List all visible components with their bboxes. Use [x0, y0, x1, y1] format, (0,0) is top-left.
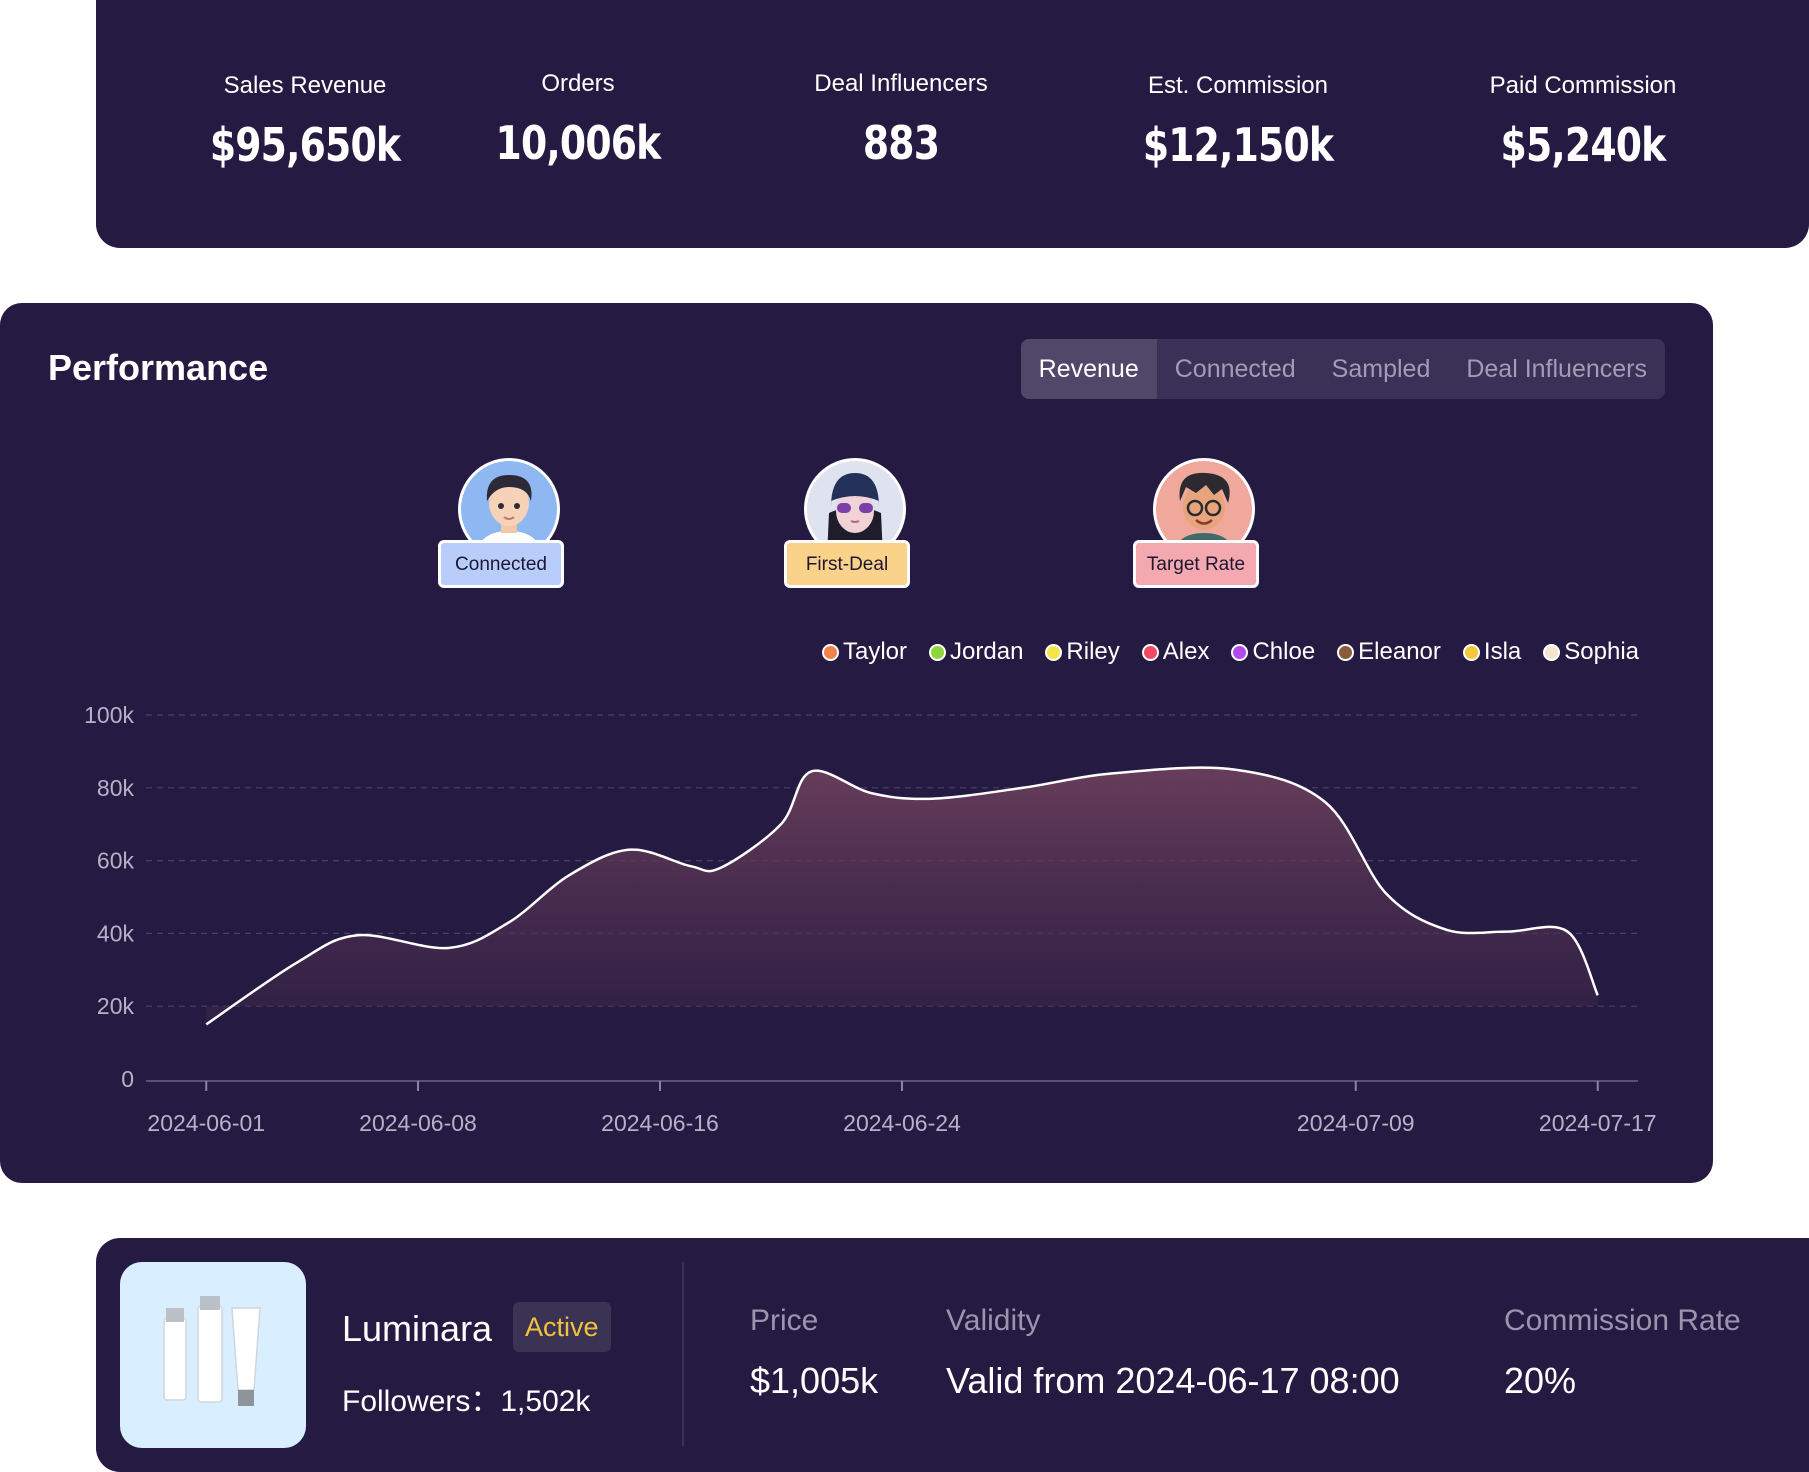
legend-item-sophia[interactable]: Sophia	[1543, 638, 1639, 666]
legend-item-jordan[interactable]: Jordan	[929, 638, 1023, 666]
legend-label: Eleanor	[1358, 638, 1441, 665]
milestone-first-deal: First-Deal	[784, 458, 924, 588]
product-followers: Followers：1,502k	[342, 1385, 591, 1418]
x-tick-label: 2024-06-08	[359, 1110, 477, 1136]
stat-value: $95,650k	[209, 118, 401, 172]
legend-item-isla[interactable]: Isla	[1462, 638, 1522, 666]
stat-label: Deal Influencers	[814, 70, 988, 97]
field-value: 20%	[1504, 1360, 1577, 1401]
tab-sampled[interactable]: Sampled	[1331, 355, 1431, 383]
stat-deal-influencers: Deal Influencers 883	[751, 70, 1051, 170]
field-validity: Validity Valid from 2024-06-17 08:00	[946, 1304, 1400, 1402]
milestone-tag: First-Deal	[784, 540, 910, 588]
y-tick-label: 80k	[97, 775, 135, 801]
tab-deal-influencers[interactable]: Deal Influencers	[1466, 355, 1647, 383]
field-value: Valid from 2024-06-17 08:00	[946, 1360, 1400, 1401]
stat-label: Orders	[541, 70, 615, 97]
revenue-line	[205, 766, 1599, 1026]
metric-tabs: Revenue Connected Sampled Deal Influence…	[1020, 339, 1665, 399]
stat-value: 883	[862, 116, 940, 170]
summary-stats-card: Sales Revenue $95,650k Orders 10,006k De…	[96, 0, 1809, 248]
legend-item-eleanor[interactable]: Eleanor	[1337, 638, 1441, 666]
legend-dot	[1231, 643, 1249, 661]
status-badge: Active	[513, 1302, 611, 1352]
legend-label: Riley	[1066, 638, 1120, 665]
y-tick-label: 100k	[84, 702, 134, 728]
legend-item-riley[interactable]: Riley	[1045, 638, 1120, 666]
tab-revenue[interactable]: Revenue	[1020, 339, 1157, 399]
chart-x-axis: 2024-06-01 2024-06-08 2024-06-16 2024-06-24…	[147, 1081, 1657, 1136]
legend-dot	[1141, 643, 1159, 661]
x-tick-label: 2024-07-17	[1539, 1110, 1657, 1136]
stat-label: Paid Commission	[1489, 72, 1677, 99]
y-tick-label: 40k	[97, 920, 135, 946]
divider	[682, 1262, 684, 1446]
stat-paid-commission: Paid Commission $5,240k	[1433, 72, 1733, 172]
field-label: Price	[750, 1304, 819, 1337]
product-image	[120, 1262, 306, 1448]
performance-title: Performance	[48, 347, 269, 388]
legend-item-chloe[interactable]: Chloe	[1231, 638, 1315, 666]
chart-y-axis: 0 20k 40k 60k 80k 100k	[84, 702, 134, 1092]
stat-value: $5,240k	[1500, 118, 1667, 172]
legend-item-taylor[interactable]: Taylor	[822, 638, 907, 666]
x-tick-label: 2024-06-01	[147, 1110, 265, 1136]
field-label: Validity	[946, 1304, 1041, 1337]
stat-sales-revenue: Sales Revenue $95,650k	[155, 72, 455, 172]
stat-est-commission: Est. Commission $12,150k	[1088, 72, 1388, 172]
legend-dot	[1045, 643, 1063, 661]
legend-dot	[1543, 643, 1561, 661]
y-tick-label: 20k	[97, 993, 135, 1019]
product-card: Luminara Active Followers：1,502k Price $…	[96, 1238, 1809, 1472]
legend-dot	[1462, 643, 1480, 661]
tab-connected[interactable]: Connected	[1174, 355, 1296, 383]
product-name: Luminara	[342, 1308, 493, 1349]
legend-label: Isla	[1483, 638, 1522, 665]
milestone-tag: Target Rate	[1133, 540, 1259, 588]
revenue-area	[206, 767, 1598, 1025]
field-label: Commission Rate	[1504, 1304, 1741, 1337]
milestone-target-rate: Target Rate	[1133, 458, 1273, 588]
stat-value: 10,006k	[495, 116, 662, 170]
x-tick-label: 2024-07-09	[1297, 1110, 1415, 1136]
legend-label: Alex	[1162, 638, 1210, 665]
legend-label: Sophia	[1564, 638, 1639, 665]
legend-label: Taylor	[843, 638, 908, 665]
chart-legend: Taylor Jordan Riley Alex Chloe Eleanor I…	[822, 638, 1639, 666]
stat-value: $12,150k	[1142, 118, 1334, 172]
field-value: $1,005k	[750, 1360, 879, 1401]
stat-orders: Orders 10,006k	[428, 70, 728, 170]
legend-dot	[1337, 643, 1355, 661]
y-tick-label: 60k	[97, 848, 135, 874]
stat-label: Est. Commission	[1147, 72, 1329, 99]
stat-label: Sales Revenue	[223, 72, 387, 99]
milestone-tag: Connected	[438, 540, 564, 588]
field-commission-rate: Commission Rate 20%	[1504, 1304, 1741, 1402]
x-tick-label: 2024-06-16	[601, 1110, 719, 1136]
legend-label: Chloe	[1252, 638, 1316, 665]
y-tick-label: 0	[121, 1066, 134, 1092]
field-price: Price $1,005k	[750, 1304, 878, 1402]
legend-item-alex[interactable]: Alex	[1141, 638, 1210, 666]
legend-label: Jordan	[950, 638, 1024, 665]
performance-card: 0 20k 40k 60k 80k 100k 2024-06-01 2024-06-08 20…	[0, 303, 1713, 1183]
legend-dot	[929, 643, 947, 661]
milestone-connected: Connected	[438, 458, 578, 588]
x-tick-label: 2024-06-24	[843, 1110, 961, 1136]
legend-dot	[822, 643, 839, 661]
